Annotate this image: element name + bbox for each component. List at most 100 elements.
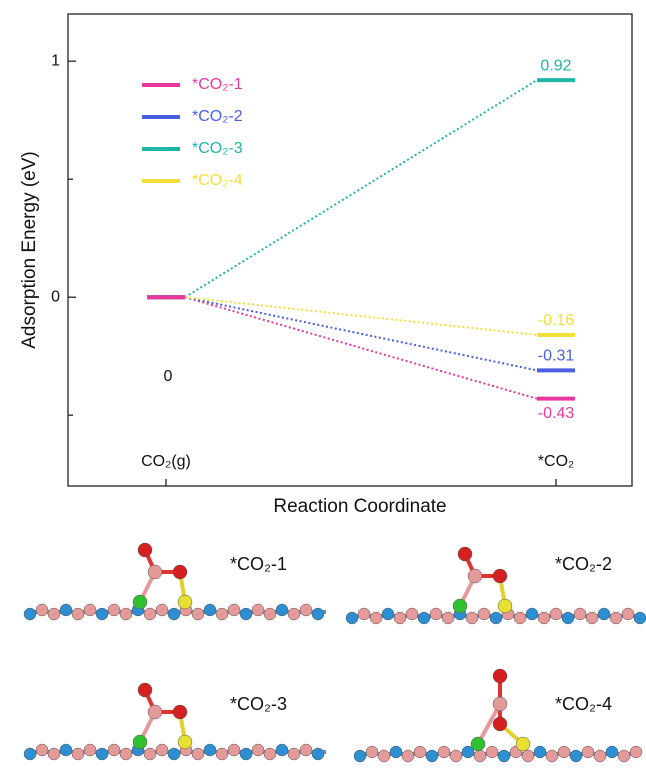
atom bbox=[119, 747, 133, 761]
atom bbox=[389, 745, 403, 759]
atom bbox=[299, 743, 313, 757]
y-axis-title: Adsorption Energy (eV) bbox=[19, 151, 40, 349]
atom bbox=[59, 603, 73, 617]
atom bbox=[107, 743, 121, 757]
atom bbox=[95, 747, 109, 761]
atom bbox=[177, 594, 193, 610]
atom bbox=[71, 607, 85, 621]
atom bbox=[557, 745, 571, 759]
atom bbox=[177, 734, 193, 750]
atom bbox=[533, 745, 547, 759]
atom bbox=[365, 745, 379, 759]
atom bbox=[465, 611, 479, 625]
connector bbox=[184, 296, 538, 400]
atom bbox=[23, 747, 37, 761]
y-tick-label: 1 bbox=[51, 52, 60, 69]
atom bbox=[629, 745, 643, 759]
panel-label: *CO₂-4 bbox=[555, 694, 612, 714]
atom bbox=[467, 568, 483, 584]
atom bbox=[573, 607, 587, 621]
atom bbox=[215, 747, 229, 761]
atom bbox=[47, 607, 61, 621]
atom bbox=[155, 743, 169, 757]
atom bbox=[287, 747, 301, 761]
atom bbox=[345, 611, 359, 625]
atom bbox=[95, 607, 109, 621]
atom bbox=[23, 607, 37, 621]
atom bbox=[132, 734, 148, 750]
atom bbox=[107, 603, 121, 617]
atom bbox=[593, 749, 607, 763]
atom bbox=[485, 745, 499, 759]
legend-label: *CO₂-2 bbox=[192, 108, 243, 125]
atom bbox=[172, 704, 188, 720]
atom bbox=[569, 749, 583, 763]
bond bbox=[476, 703, 502, 745]
atom bbox=[449, 749, 463, 763]
atom bbox=[47, 747, 61, 761]
atom bbox=[621, 607, 635, 621]
atom bbox=[461, 745, 475, 759]
atom bbox=[172, 564, 188, 580]
atom bbox=[545, 749, 559, 763]
connector bbox=[184, 296, 538, 372]
atom bbox=[357, 607, 371, 621]
atom bbox=[251, 603, 265, 617]
atom bbox=[215, 607, 229, 621]
atom bbox=[71, 747, 85, 761]
atom bbox=[457, 546, 473, 562]
atom bbox=[401, 749, 415, 763]
atom bbox=[203, 603, 217, 617]
atom bbox=[83, 743, 97, 757]
x-tick-label: *CO₂ bbox=[538, 453, 574, 470]
atom bbox=[132, 594, 148, 610]
atom bbox=[35, 603, 49, 617]
atom bbox=[311, 747, 325, 761]
atom bbox=[143, 607, 157, 621]
value-label: 0 bbox=[164, 368, 173, 385]
connector bbox=[184, 79, 538, 299]
atom bbox=[147, 564, 163, 580]
atom bbox=[429, 607, 443, 621]
atom bbox=[492, 568, 508, 584]
atom bbox=[617, 749, 631, 763]
atom bbox=[489, 611, 503, 625]
atom bbox=[83, 603, 97, 617]
atom bbox=[581, 745, 595, 759]
atom bbox=[470, 736, 486, 752]
atom bbox=[311, 607, 325, 621]
atom bbox=[417, 611, 431, 625]
plot-frame bbox=[67, 13, 633, 487]
atom bbox=[549, 607, 563, 621]
atom bbox=[597, 607, 611, 621]
atom bbox=[227, 743, 241, 757]
atom bbox=[167, 747, 181, 761]
atom bbox=[609, 611, 623, 625]
x-axis-title: Reaction Coordinate bbox=[273, 496, 446, 517]
atom bbox=[515, 736, 531, 752]
atom bbox=[497, 598, 513, 614]
atom bbox=[353, 749, 367, 763]
atom bbox=[147, 704, 163, 720]
atom bbox=[381, 607, 395, 621]
atom bbox=[492, 668, 508, 684]
atom bbox=[137, 682, 153, 698]
x-tick-label: CO₂(g) bbox=[141, 453, 191, 470]
connector bbox=[184, 296, 538, 336]
atom bbox=[513, 611, 527, 625]
atom bbox=[492, 716, 508, 732]
atom bbox=[441, 611, 455, 625]
atom bbox=[299, 603, 313, 617]
atom bbox=[203, 743, 217, 757]
atom bbox=[239, 607, 253, 621]
atom bbox=[633, 611, 646, 625]
atom bbox=[492, 696, 508, 712]
atom bbox=[425, 749, 439, 763]
atom bbox=[437, 745, 451, 759]
atom bbox=[263, 747, 277, 761]
value-label: -0.43 bbox=[538, 405, 575, 422]
atom bbox=[452, 598, 468, 614]
atom bbox=[287, 607, 301, 621]
atom bbox=[251, 743, 265, 757]
value-label: -0.16 bbox=[538, 312, 575, 329]
